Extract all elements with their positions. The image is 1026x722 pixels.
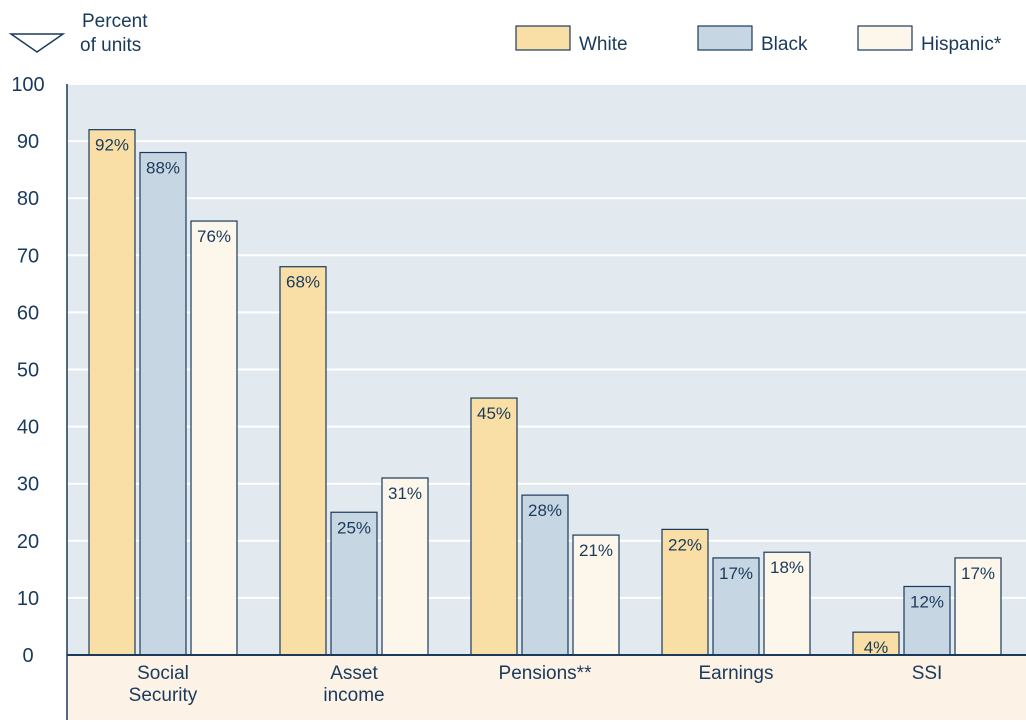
bar-hispanic-4	[954, 557, 1002, 656]
category-band	[67, 655, 1026, 720]
bar-hispanic-0	[190, 220, 238, 656]
axis-marker-triangle-icon	[8, 33, 66, 53]
data-label-white-3: 22%	[668, 535, 702, 554]
bar-black-2	[521, 494, 569, 656]
y-axis-title-line-0: Percent	[82, 11, 148, 32]
category-label-1-1: income	[323, 685, 384, 706]
category-label-4-0: SSI	[912, 663, 943, 684]
legend-swatch-white	[515, 25, 571, 51]
data-label-white-0: 92%	[95, 136, 129, 155]
data-label-black-4: 12%	[910, 592, 944, 611]
y-tick-label-0: 0	[22, 645, 33, 667]
legend-label-hispanic: Hispanic*	[921, 34, 1002, 55]
data-label-hispanic-1: 31%	[388, 484, 422, 503]
data-label-black-1: 25%	[337, 518, 371, 537]
category-label-0-0: Social	[137, 663, 189, 684]
y-tick-label-60: 60	[17, 302, 39, 324]
data-label-white-2: 45%	[477, 404, 511, 423]
category-label-1-0: Asset	[330, 663, 378, 684]
bar-white-0	[88, 129, 136, 656]
bar-black-0	[139, 151, 187, 656]
y-tick-label-30: 30	[17, 474, 39, 496]
y-tick-label-20: 20	[17, 531, 39, 553]
y-tick-label-50: 50	[17, 360, 39, 382]
y-axis-title-line-1: of units	[80, 35, 141, 56]
y-tick-label-100: 100	[11, 74, 44, 96]
data-label-white-4: 4%	[864, 638, 889, 657]
category-label-0-1: Security	[129, 685, 198, 706]
bar-white-1	[279, 266, 327, 656]
bar-black-3	[712, 557, 760, 656]
bar-black-4	[903, 585, 951, 656]
legend-swatch-black	[697, 25, 753, 51]
bar-hispanic-3	[763, 551, 811, 656]
y-tick-label-80: 80	[17, 188, 39, 210]
data-label-hispanic-2: 21%	[579, 541, 613, 560]
y-tick-label-10: 10	[17, 588, 39, 610]
legend-label-white: White	[579, 34, 628, 55]
y-tick-label-70: 70	[17, 245, 39, 267]
bar-hispanic-1	[381, 477, 429, 656]
data-label-hispanic-0: 76%	[197, 227, 231, 246]
category-label-3-0: Earnings	[699, 663, 774, 684]
y-tick-label-90: 90	[17, 131, 39, 153]
legend-label-black: Black	[761, 34, 808, 55]
data-label-black-3: 17%	[719, 564, 753, 583]
y-tick-label-40: 40	[17, 417, 39, 439]
legend-swatch-hispanic	[857, 25, 913, 51]
category-label-2-0: Pensions**	[499, 663, 593, 684]
data-label-white-1: 68%	[286, 273, 320, 292]
data-label-black-2: 28%	[528, 501, 562, 520]
bar-black-1	[330, 511, 378, 656]
bar-white-2	[470, 397, 518, 656]
data-label-hispanic-3: 18%	[770, 558, 804, 577]
data-label-hispanic-4: 17%	[961, 564, 995, 583]
data-label-black-0: 88%	[146, 159, 180, 178]
